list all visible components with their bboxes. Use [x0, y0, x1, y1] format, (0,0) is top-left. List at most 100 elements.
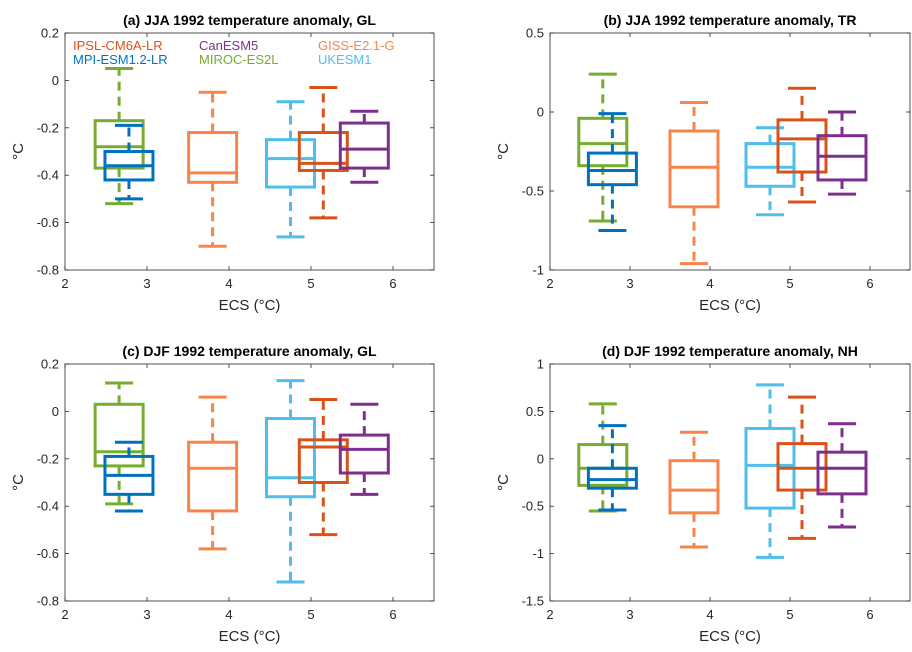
panel-b: 2 3 4 5 6 -1 -0.5 0 0.5 (b) JJA 1992 temperature … [495, 12, 911, 314]
legend-entry: MPI-ESM1.2-LR [73, 52, 168, 67]
box-iqr [93, 119, 145, 170]
y-tick-label: -0.6 [37, 546, 59, 561]
y-tick-label: 0.2 [41, 26, 59, 41]
box-iqr [816, 450, 868, 496]
box-iqr [816, 134, 868, 182]
y-tick-label: -0.5 [522, 184, 544, 199]
box-iqr [265, 417, 316, 499]
box-ukesm1 [265, 379, 316, 584]
box-mpi-esm1-2-lr [586, 112, 638, 232]
box-miroc-es2l [577, 72, 629, 223]
x-tick-label: 5 [307, 607, 314, 622]
box-iqr [297, 438, 349, 484]
box-giss-e2-1-g [668, 101, 720, 266]
box-canesm5 [816, 422, 868, 529]
box-mpi-esm1-2-lr [103, 123, 155, 201]
box-canesm5 [816, 110, 868, 196]
y-tick-label: 0.2 [41, 357, 59, 372]
box-giss-e2-1-g [187, 90, 239, 248]
box-ukesm1 [744, 383, 796, 559]
box-iqr [338, 121, 390, 170]
axes-frame [64, 32, 435, 271]
y-tick-label: 0.5 [526, 404, 544, 419]
box-canesm5 [338, 402, 390, 496]
y-tick-label: 0 [537, 451, 544, 466]
y-tick-label: -0.2 [37, 451, 59, 466]
x-tick-label: 4 [225, 607, 232, 622]
x-tick-label: 3 [626, 607, 633, 622]
x-tick-label: 2 [61, 276, 68, 291]
y-tick-label: -0.8 [37, 594, 59, 609]
legend-entry: GISS-E2.1-G [318, 38, 395, 53]
x-tick-label: 6 [866, 607, 873, 622]
x-axis-label: ECS (°C) [699, 628, 761, 645]
box-iqr [93, 402, 145, 468]
box-miroc-es2l [93, 67, 145, 206]
panel-a: 2 3 4 5 6 -0.8 -0.6 -0.4 -0.2 0 0.2 (a) JJA 1992 te… [10, 12, 435, 314]
box-iqr [668, 459, 720, 515]
y-tick-label: -0.8 [37, 263, 59, 278]
y-axis-label: °C [495, 474, 512, 491]
y-tick-label: 0 [52, 73, 59, 88]
box-iqr [586, 151, 638, 187]
x-tick-label: 2 [546, 276, 553, 291]
x-tick-label: 2 [546, 607, 553, 622]
y-tick-label: -1 [532, 546, 544, 561]
chart-title: (d) DJF 1992 temperature anomaly, NH [602, 343, 858, 359]
legend-entry: IPSL-CM6A-LR [73, 38, 163, 53]
box-iqr [668, 129, 720, 209]
panel-d: 2 3 4 5 6 -1.5 -1 -0.5 0 0.5 1 (d) DJF 1992 tempera… [495, 343, 911, 645]
x-axis-label: ECS (°C) [219, 297, 281, 314]
legend-entry: CanESM5 [199, 38, 258, 53]
x-axis-label: ECS (°C) [219, 628, 281, 645]
x-tick-label: 5 [307, 276, 314, 291]
y-tick-label: -1 [532, 263, 544, 278]
x-tick-label: 2 [61, 607, 68, 622]
box-iqr [744, 142, 796, 188]
axes-frame [549, 32, 911, 271]
box-miroc-es2l [577, 402, 629, 513]
box-iqr [187, 131, 239, 184]
x-tick-label: 6 [389, 607, 396, 622]
legend-entry: MIROC-ES2L [199, 52, 278, 67]
x-tick-label: 4 [706, 607, 713, 622]
box-miroc-es2l [93, 381, 145, 506]
x-tick-label: 6 [389, 276, 396, 291]
x-tick-label: 3 [626, 276, 633, 291]
y-tick-label: 0 [537, 105, 544, 120]
axes-frame [64, 363, 435, 602]
y-tick-label: 0.5 [526, 26, 544, 41]
box-iqr [338, 433, 390, 475]
chart-title: (b) JJA 1992 temperature anomaly, TR [604, 12, 857, 28]
y-axis-label: °C [10, 143, 27, 160]
y-tick-label: -0.2 [37, 120, 59, 135]
box-iqr [577, 116, 629, 168]
x-tick-label: 4 [225, 276, 232, 291]
box-iqr [776, 118, 828, 174]
x-axis-label: ECS (°C) [699, 297, 761, 314]
box-iqr [187, 440, 239, 513]
y-tick-label: -0.6 [37, 215, 59, 230]
y-tick-label: 1 [537, 357, 544, 372]
box-giss-e2-1-g [668, 430, 720, 549]
legend: IPSL-CM6A-LR CanESM5 GISS-E2.1-G MPI-ESM1.2… [73, 38, 395, 67]
box-ukesm1 [744, 126, 796, 217]
y-tick-label: 0 [52, 404, 59, 419]
legend-entry: UKESM1 [318, 52, 371, 67]
box-giss-e2-1-g [187, 395, 239, 551]
box-iqr [297, 131, 349, 172]
x-tick-label: 5 [786, 607, 793, 622]
y-axis-label: °C [495, 143, 512, 160]
axes-frame [549, 363, 911, 602]
y-tick-label: -0.4 [37, 499, 59, 514]
panel-c: 2 3 4 5 6 -0.8 -0.6 -0.4 -0.2 0 0.2 (c) DJF 1992 te… [10, 343, 435, 645]
box-ukesm1 [265, 100, 316, 239]
box-mpi-esm1-2-lr [586, 424, 638, 512]
x-tick-label: 4 [706, 276, 713, 291]
y-tick-label: -0.4 [37, 168, 59, 183]
x-tick-label: 5 [786, 276, 793, 291]
y-tick-label: -0.5 [522, 499, 544, 514]
box-iqr [577, 443, 629, 487]
box-mpi-esm1-2-lr [103, 440, 155, 513]
